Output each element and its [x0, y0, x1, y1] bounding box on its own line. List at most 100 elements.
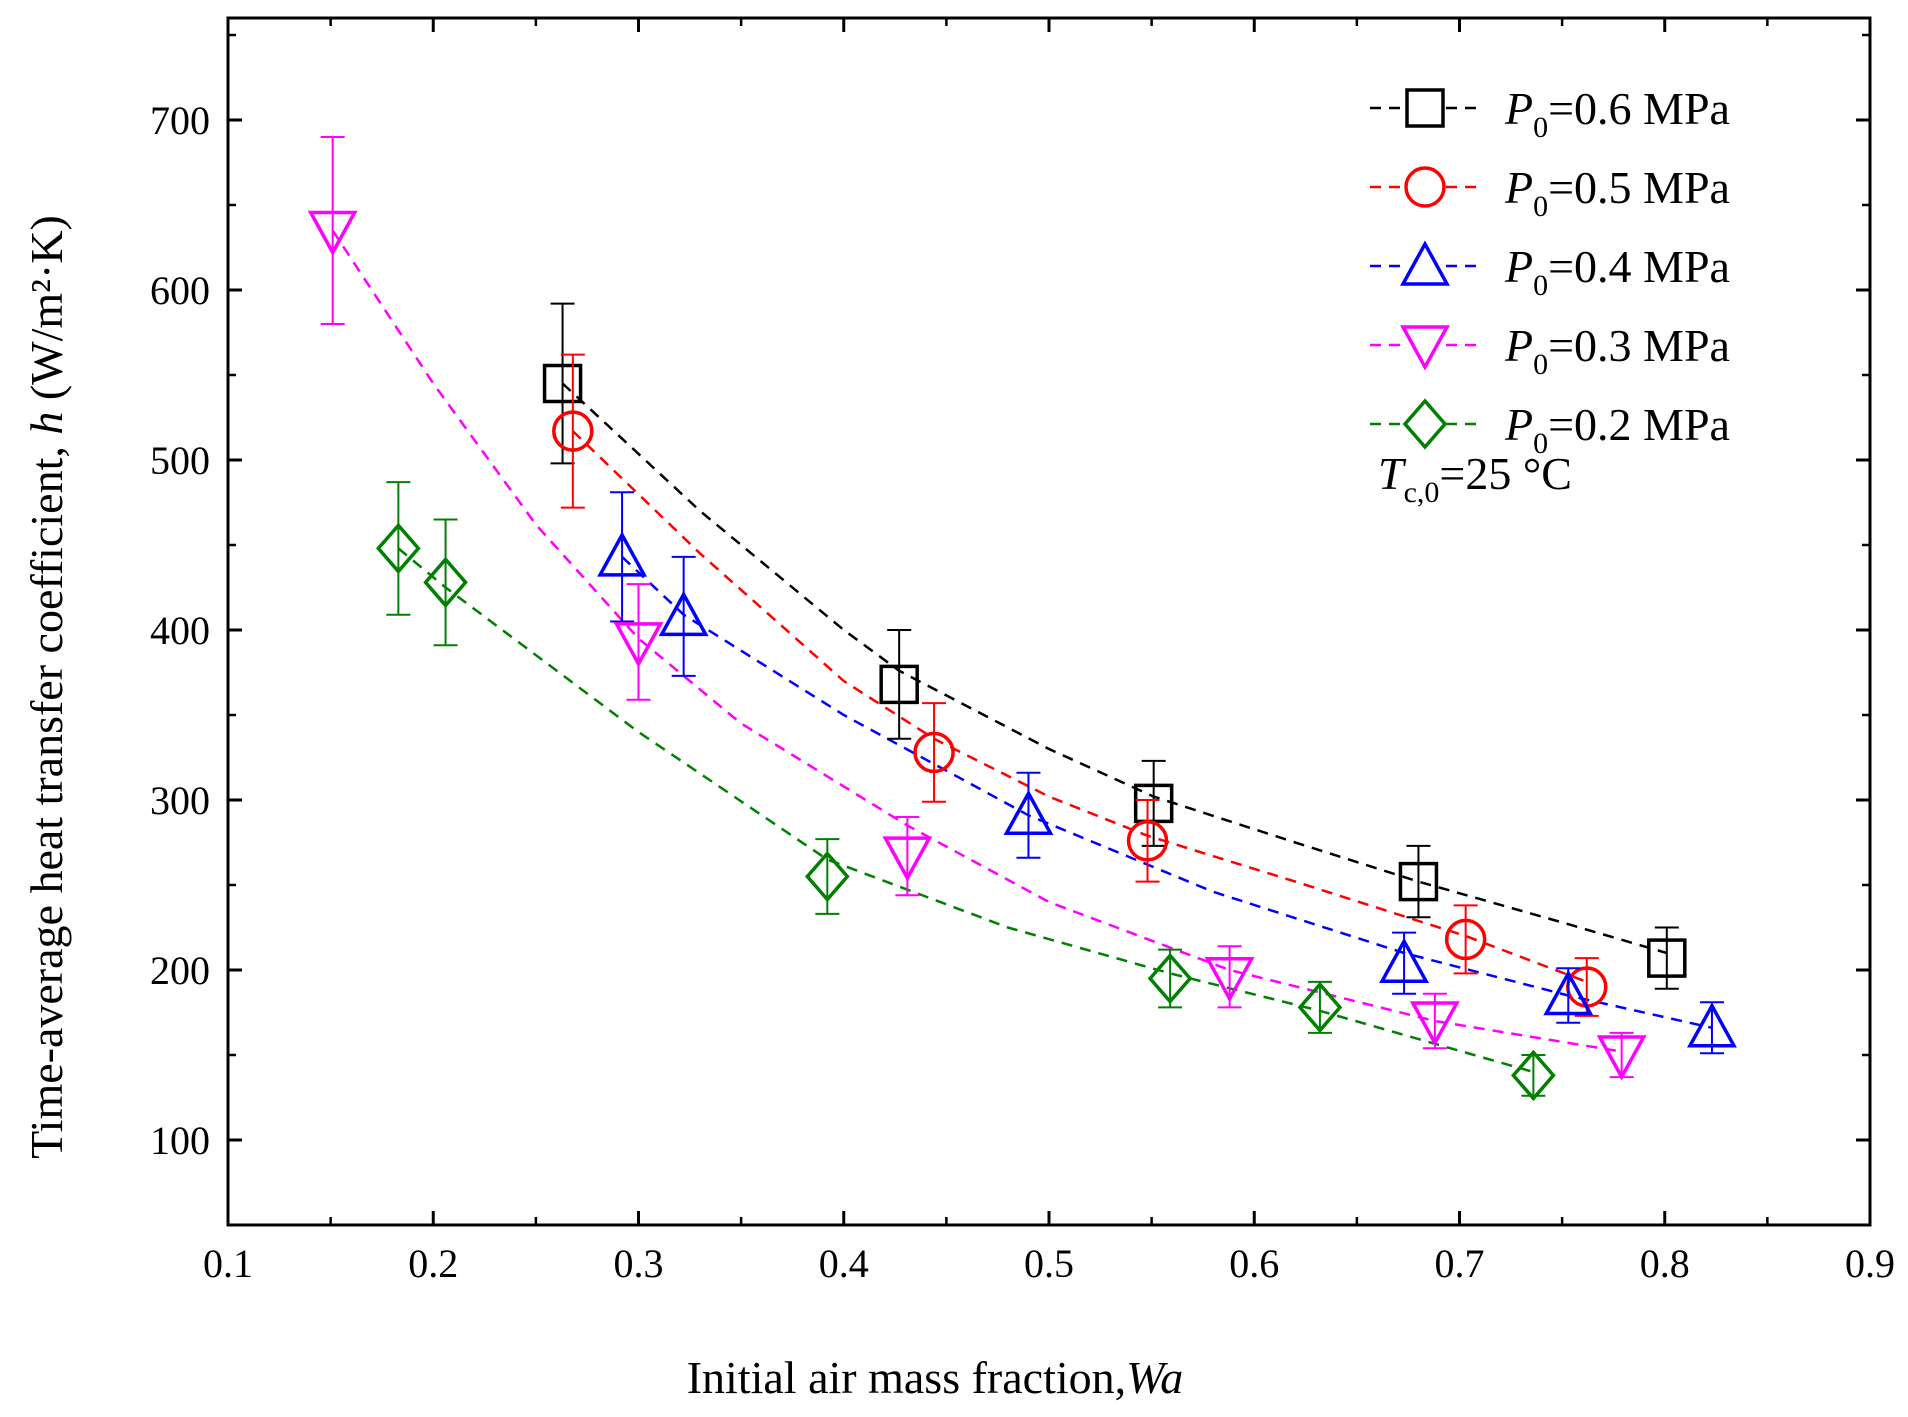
y-axis-title: Time-average heat transfer coefficient, …	[21, 215, 72, 1159]
legend-label: P0=0.6 MPa	[1504, 83, 1730, 144]
fit-curves	[331, 229, 1713, 1074]
marker-circle	[1126, 820, 1169, 862]
marker-circle	[1444, 918, 1487, 961]
legend-label: P0=0.5 MPa	[1504, 162, 1730, 223]
marker-triangle-up	[1003, 789, 1054, 836]
legend-marker-bg	[1405, 88, 1445, 128]
data-point-series-1	[542, 302, 583, 465]
y-axis-title-unit: (W/m²·K)	[21, 215, 72, 400]
legend-marker-bg	[1405, 404, 1445, 444]
temperature-annotation: Tc,0=25 °C	[1378, 448, 1572, 509]
marker-triangle-up	[1379, 937, 1430, 983]
legend: P0=0.6 MPa P0=0.5 MPa P0=0.4 MPa P0=0.3 MPa…	[1370, 83, 1730, 460]
x-tick-label: 0.3	[614, 1241, 664, 1286]
annotation-subscript: c,0	[1404, 476, 1440, 509]
y-tick-label: 300	[150, 778, 210, 823]
data-point-series-3	[1543, 967, 1594, 1024]
marker-triangle-down	[1409, 1001, 1460, 1047]
legend-entry-2: P0=0.5 MPa	[1370, 162, 1730, 223]
data-point-series-4	[1204, 945, 1255, 1009]
data-point-series-5	[1147, 948, 1193, 1009]
data-point-series-3	[1003, 771, 1054, 859]
x-tick-label: 0.7	[1435, 1241, 1485, 1286]
data-point-series-5	[1511, 1049, 1556, 1102]
data-point-series-3	[1379, 931, 1430, 995]
data-point-series-1	[879, 629, 919, 740]
y-tick-label: 200	[150, 948, 210, 993]
marker-diamond	[1297, 981, 1343, 1034]
data-point-series-2	[913, 702, 955, 803]
marker-circle	[913, 731, 955, 774]
legend-entry-1: P0=0.6 MPa	[1370, 83, 1730, 144]
marker-triangle-up	[597, 531, 648, 577]
marker-square	[879, 664, 919, 705]
data-point-series-1	[1398, 844, 1439, 919]
y-tick-label: 600	[150, 268, 210, 313]
data-point-series-4	[613, 583, 664, 701]
marker-triangle-up	[658, 590, 709, 637]
x-axis-title: Initial air mass fraction,Wa	[687, 1352, 1184, 1403]
data-point-series-2	[552, 353, 594, 509]
x-tick-label: 0.1	[203, 1241, 253, 1286]
legend-entry-3: P0=0.4 MPa	[1370, 240, 1730, 302]
data-point-series-2	[1126, 799, 1169, 883]
marker-triangle-down	[1204, 957, 1255, 1003]
legend-label: P0=0.3 MPa	[1504, 320, 1730, 381]
data-markers	[307, 136, 1737, 1102]
legend-marker-triangle-up	[1400, 240, 1450, 286]
marker-triangle-down	[1596, 1035, 1647, 1081]
x-tick-label: 0.6	[1229, 1241, 1279, 1286]
y-tick-label: 700	[150, 98, 210, 143]
legend-label: P0=0.2 MPa	[1504, 399, 1730, 460]
fit-curve-series-4	[331, 229, 1622, 1053]
marker-square	[1647, 938, 1687, 978]
y-tick-label: 500	[150, 438, 210, 483]
marker-diamond	[1147, 952, 1193, 1005]
y-tick-label: 400	[150, 608, 210, 653]
marker-square	[542, 363, 583, 404]
annotation-symbol: T	[1378, 448, 1407, 499]
data-point-series-4	[1596, 1031, 1647, 1081]
legend-entry-4: P0=0.3 MPa	[1370, 320, 1730, 381]
marker-diamond	[423, 556, 468, 609]
marker-diamond	[1511, 1049, 1556, 1102]
data-point-series-4	[1409, 992, 1460, 1050]
legend-marker-diamond	[1402, 398, 1448, 450]
y-tick-label: 100	[150, 1118, 210, 1163]
legend-label: P0=0.4 MPa	[1504, 241, 1730, 302]
x-tick-label: 0.9	[1845, 1241, 1895, 1286]
legend-entry-5: P0=0.2 MPa	[1370, 398, 1730, 460]
data-point-series-1	[1647, 926, 1687, 990]
fit-curve-series-3	[621, 555, 1713, 1030]
fit-curve-series-1	[561, 382, 1668, 955]
marker-triangle-down	[882, 836, 933, 882]
marker-circle	[552, 410, 594, 452]
marker-triangle-down	[307, 210, 358, 257]
legend-marker-square	[1405, 88, 1445, 128]
data-point-series-4	[882, 816, 933, 897]
marker-triangle-down	[613, 622, 664, 668]
legend-marker-circle	[1404, 166, 1446, 208]
marker-triangle-up	[1543, 969, 1594, 1016]
marker-square	[1398, 861, 1439, 902]
data-point-series-4	[307, 136, 358, 325]
fit-curve-series-5	[397, 547, 1534, 1074]
data-point-series-5	[376, 481, 421, 616]
data-point-series-5	[423, 518, 468, 647]
data-point-series-2	[1444, 904, 1487, 975]
x-tick-label: 0.4	[819, 1241, 869, 1286]
legend-marker-triangle-down	[1400, 325, 1450, 371]
x-tick-label: 0.5	[1024, 1241, 1074, 1286]
y-axis-title-variable: h	[21, 412, 72, 435]
axes: 0.1 0.2 0.3 0.4 0.5 0.6 0.7 0.8 0.9 100 200 300 400 5…	[150, 16, 1895, 1286]
data-point-series-5	[805, 838, 850, 915]
x-axis-title-text: Initial air mass fraction,	[687, 1352, 1126, 1403]
data-point-series-3	[658, 555, 709, 677]
x-axis-title-variable: Wa	[1126, 1352, 1183, 1403]
marker-diamond	[376, 522, 421, 575]
x-tick-label: 0.2	[408, 1241, 458, 1286]
data-point-series-3	[597, 491, 648, 623]
y-axis-title-text: Time-average heat transfer coefficient,	[21, 446, 72, 1159]
